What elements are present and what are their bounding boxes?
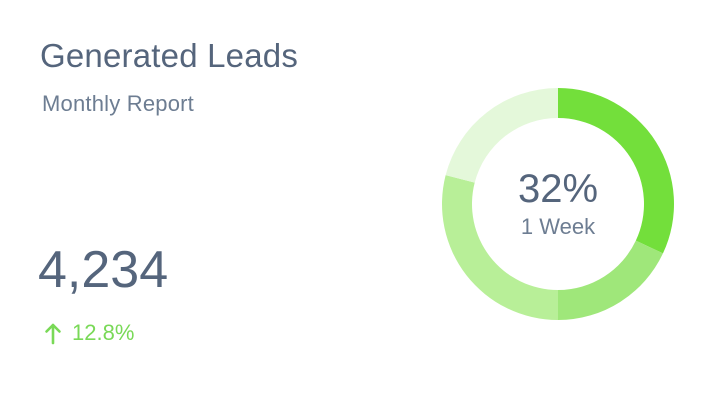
card-title: Generated Leads (40, 37, 299, 74)
donut-center-value: 32% (517, 167, 599, 211)
leads-donut-chart: 32% 1 Week (440, 86, 676, 322)
donut-segment-2 (558, 240, 663, 320)
arrow-up-icon (45, 323, 61, 345)
donut-center-content: 32% 1 Week (440, 86, 676, 322)
donut-segment-1 (558, 88, 674, 254)
card-subtitle: Monthly Report (42, 91, 194, 116)
donut-center-label: 1 Week (520, 214, 596, 239)
growth-percentage: 12.8% (72, 320, 135, 345)
donut-segment-4 (445, 88, 558, 183)
donut-svg (442, 88, 674, 320)
leads-value: 4,234 (38, 241, 169, 299)
growth-indicator: 12.8% (42, 318, 134, 348)
donut-segment-3 (442, 175, 558, 320)
